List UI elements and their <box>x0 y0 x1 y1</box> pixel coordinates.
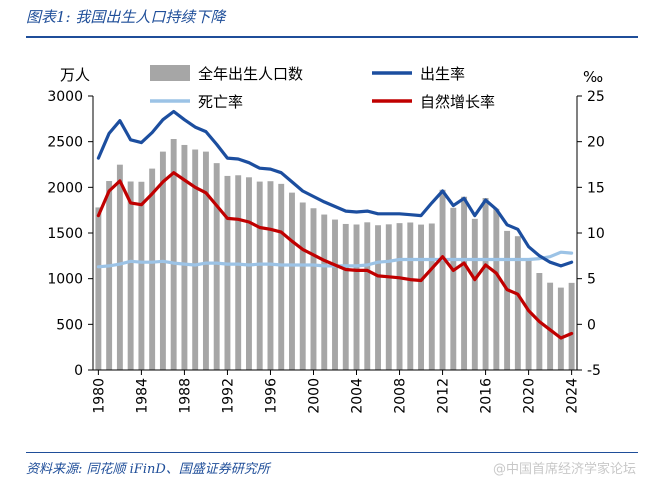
bar-2011 <box>428 223 435 370</box>
right-tick-label: 20 <box>587 135 605 151</box>
x-tick-label: 2012 <box>436 378 452 414</box>
right-tick-label: 10 <box>587 226 605 242</box>
bar-2023 <box>557 287 564 370</box>
bar-2024 <box>568 282 575 370</box>
bar-2017 <box>493 208 500 370</box>
figure-title: 图表1: 我国出生人口持续下降 <box>26 8 226 26</box>
left-tick-label: 3000 <box>47 89 83 105</box>
legend-swatch <box>150 65 190 81</box>
bars-group <box>95 139 575 370</box>
bar-1995 <box>256 181 263 370</box>
bar-2006 <box>375 225 381 370</box>
bar-1990 <box>202 151 209 370</box>
source-note: 资料来源: 同花顺 iFinD、国盛证券研究所 <box>26 462 270 477</box>
left-tick-label: 500 <box>56 317 83 333</box>
left-tick-label: 0 <box>74 363 83 379</box>
left-tick-label: 2000 <box>47 180 83 196</box>
bar-1987 <box>170 139 177 370</box>
x-tick-label: 2004 <box>350 378 366 414</box>
left-tick-label: 1500 <box>47 226 83 242</box>
bar-2010 <box>418 224 425 370</box>
bar-1999 <box>299 202 306 370</box>
bar-1988 <box>181 144 188 370</box>
series-line-出生率 <box>96 109 574 268</box>
bar-2012 <box>439 189 446 370</box>
bar-2007 <box>385 224 392 370</box>
x-tick-label: 2000 <box>306 378 322 414</box>
bar-2005 <box>364 222 371 370</box>
bar-2018 <box>504 230 511 370</box>
top-divider <box>26 36 638 38</box>
bar-2001 <box>321 214 328 370</box>
chart-canvas: 0 500 1000 1500 2000 2500 3000 -5 0 5 10 15 20 25 1980… <box>47 65 605 414</box>
right-tick-label: 0 <box>587 317 596 333</box>
bar-1982 <box>116 164 123 370</box>
bar-1980 <box>95 207 102 370</box>
axes-group: 0 500 1000 1500 2000 2500 3000 -5 0 5 10 15 20 25 1980… <box>47 66 604 414</box>
bar-1985 <box>149 168 156 370</box>
x-tick-label: 1980 <box>91 378 107 414</box>
right-tick-label: -5 <box>587 363 601 379</box>
bar-1983 <box>127 181 134 370</box>
bar-2003 <box>342 223 349 370</box>
bar-1998 <box>289 192 295 370</box>
bar-1993 <box>235 175 242 370</box>
left-tick-label: 2500 <box>47 135 83 151</box>
left-axis-unit: 万人 <box>60 66 90 84</box>
bar-1981 <box>106 181 113 370</box>
legend-label: 全年出生人口数 <box>198 65 303 83</box>
x-tick-label: 1992 <box>220 378 236 414</box>
bar-2022 <box>547 282 554 370</box>
series-line-自然增长率 <box>96 171 574 340</box>
bar-1991 <box>213 163 220 370</box>
bar-2013 <box>450 207 457 370</box>
bar-1992 <box>224 175 231 370</box>
bar-2008 <box>396 223 403 370</box>
bar-1994 <box>245 177 252 370</box>
left-tick-label: 1000 <box>47 272 83 288</box>
bar-2014 <box>461 196 468 370</box>
bar-2000 <box>310 208 317 370</box>
x-tick-label: 1988 <box>177 378 193 414</box>
x-tick-label: 1984 <box>134 378 150 414</box>
lines-group <box>96 109 574 340</box>
x-tick-label: 2008 <box>393 378 409 414</box>
bar-1996 <box>267 181 274 370</box>
right-tick-label: 5 <box>587 272 596 288</box>
x-tick-label: 2020 <box>522 378 538 414</box>
right-tick-label: 15 <box>587 180 605 196</box>
watermark: @中国首席经济学家论坛 <box>492 462 636 477</box>
bar-2009 <box>407 222 414 370</box>
bar-1984 <box>138 181 145 370</box>
bar-2002 <box>332 219 338 370</box>
x-tick-label: 2016 <box>479 378 495 414</box>
bar-2004 <box>353 224 360 370</box>
legend-label: 死亡率 <box>198 93 243 111</box>
right-axis-unit: ‰ <box>583 68 603 86</box>
bar-2015 <box>471 218 478 370</box>
bar-2020 <box>525 260 532 370</box>
bar-1997 <box>278 183 285 370</box>
x-tick-label: 2024 <box>565 378 581 414</box>
bar-2016 <box>482 198 489 370</box>
right-tick-label: 25 <box>587 89 605 105</box>
legend-label: 自然增长率 <box>420 93 495 111</box>
bar-1989 <box>192 149 199 370</box>
bar-2019 <box>514 236 521 370</box>
x-tick-label: 1996 <box>263 378 279 414</box>
bottom-divider <box>26 452 638 453</box>
legend-label: 出生率 <box>420 65 465 83</box>
